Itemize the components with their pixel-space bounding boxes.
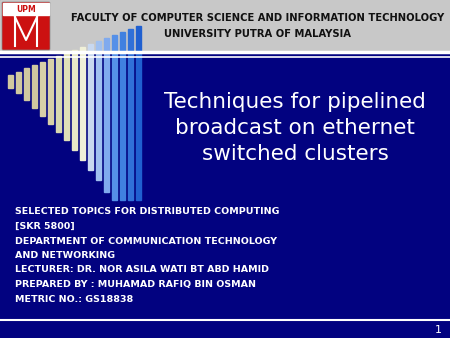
Text: SELECTED TOPICS FOR DISTRIBUTED COMPUTING: SELECTED TOPICS FOR DISTRIBUTED COMPUTIN… xyxy=(15,208,279,217)
Bar xyxy=(8,75,13,88)
Bar xyxy=(80,47,85,160)
Bar xyxy=(104,38,109,192)
Bar xyxy=(120,32,125,200)
Text: METRIC NO.: GS18838: METRIC NO.: GS18838 xyxy=(15,294,133,304)
Bar xyxy=(88,44,93,170)
Text: UPM: UPM xyxy=(16,4,36,14)
Text: [SKR 5800]: [SKR 5800] xyxy=(15,222,75,231)
Bar xyxy=(0,0,450,52)
Text: FACULTY OF COMPUTER SCIENCE AND INFORMATION TECHNOLOGY: FACULTY OF COMPUTER SCIENCE AND INFORMAT… xyxy=(72,13,445,23)
Bar xyxy=(72,50,77,150)
Text: AND NETWORKING: AND NETWORKING xyxy=(15,251,115,260)
Bar xyxy=(56,56,61,132)
Text: Techniques for pipelined
broadcast on ethernet
switched clusters: Techniques for pipelined broadcast on et… xyxy=(164,92,426,164)
Bar xyxy=(96,41,101,180)
Text: LECTURER: DR. NOR ASILA WATI BT ABD HAMID: LECTURER: DR. NOR ASILA WATI BT ABD HAMI… xyxy=(15,266,269,274)
Bar xyxy=(3,3,49,15)
Bar xyxy=(64,53,69,140)
Bar xyxy=(48,59,53,124)
Bar xyxy=(24,68,29,100)
Bar xyxy=(16,72,21,93)
Bar xyxy=(112,35,117,200)
Text: PREPARED BY : MUHAMAD RAFIQ BIN OSMAN: PREPARED BY : MUHAMAD RAFIQ BIN OSMAN xyxy=(15,280,256,289)
Bar xyxy=(128,29,133,200)
FancyBboxPatch shape xyxy=(2,2,50,50)
Bar xyxy=(40,62,45,116)
Text: UNIVERSITY PUTRA OF MALAYSIA: UNIVERSITY PUTRA OF MALAYSIA xyxy=(165,29,351,39)
Text: 1: 1 xyxy=(435,325,441,335)
Text: DEPARTMENT OF COMMUNICATION TECHNOLOGY: DEPARTMENT OF COMMUNICATION TECHNOLOGY xyxy=(15,237,277,245)
Bar xyxy=(136,26,141,200)
Bar xyxy=(32,65,37,108)
